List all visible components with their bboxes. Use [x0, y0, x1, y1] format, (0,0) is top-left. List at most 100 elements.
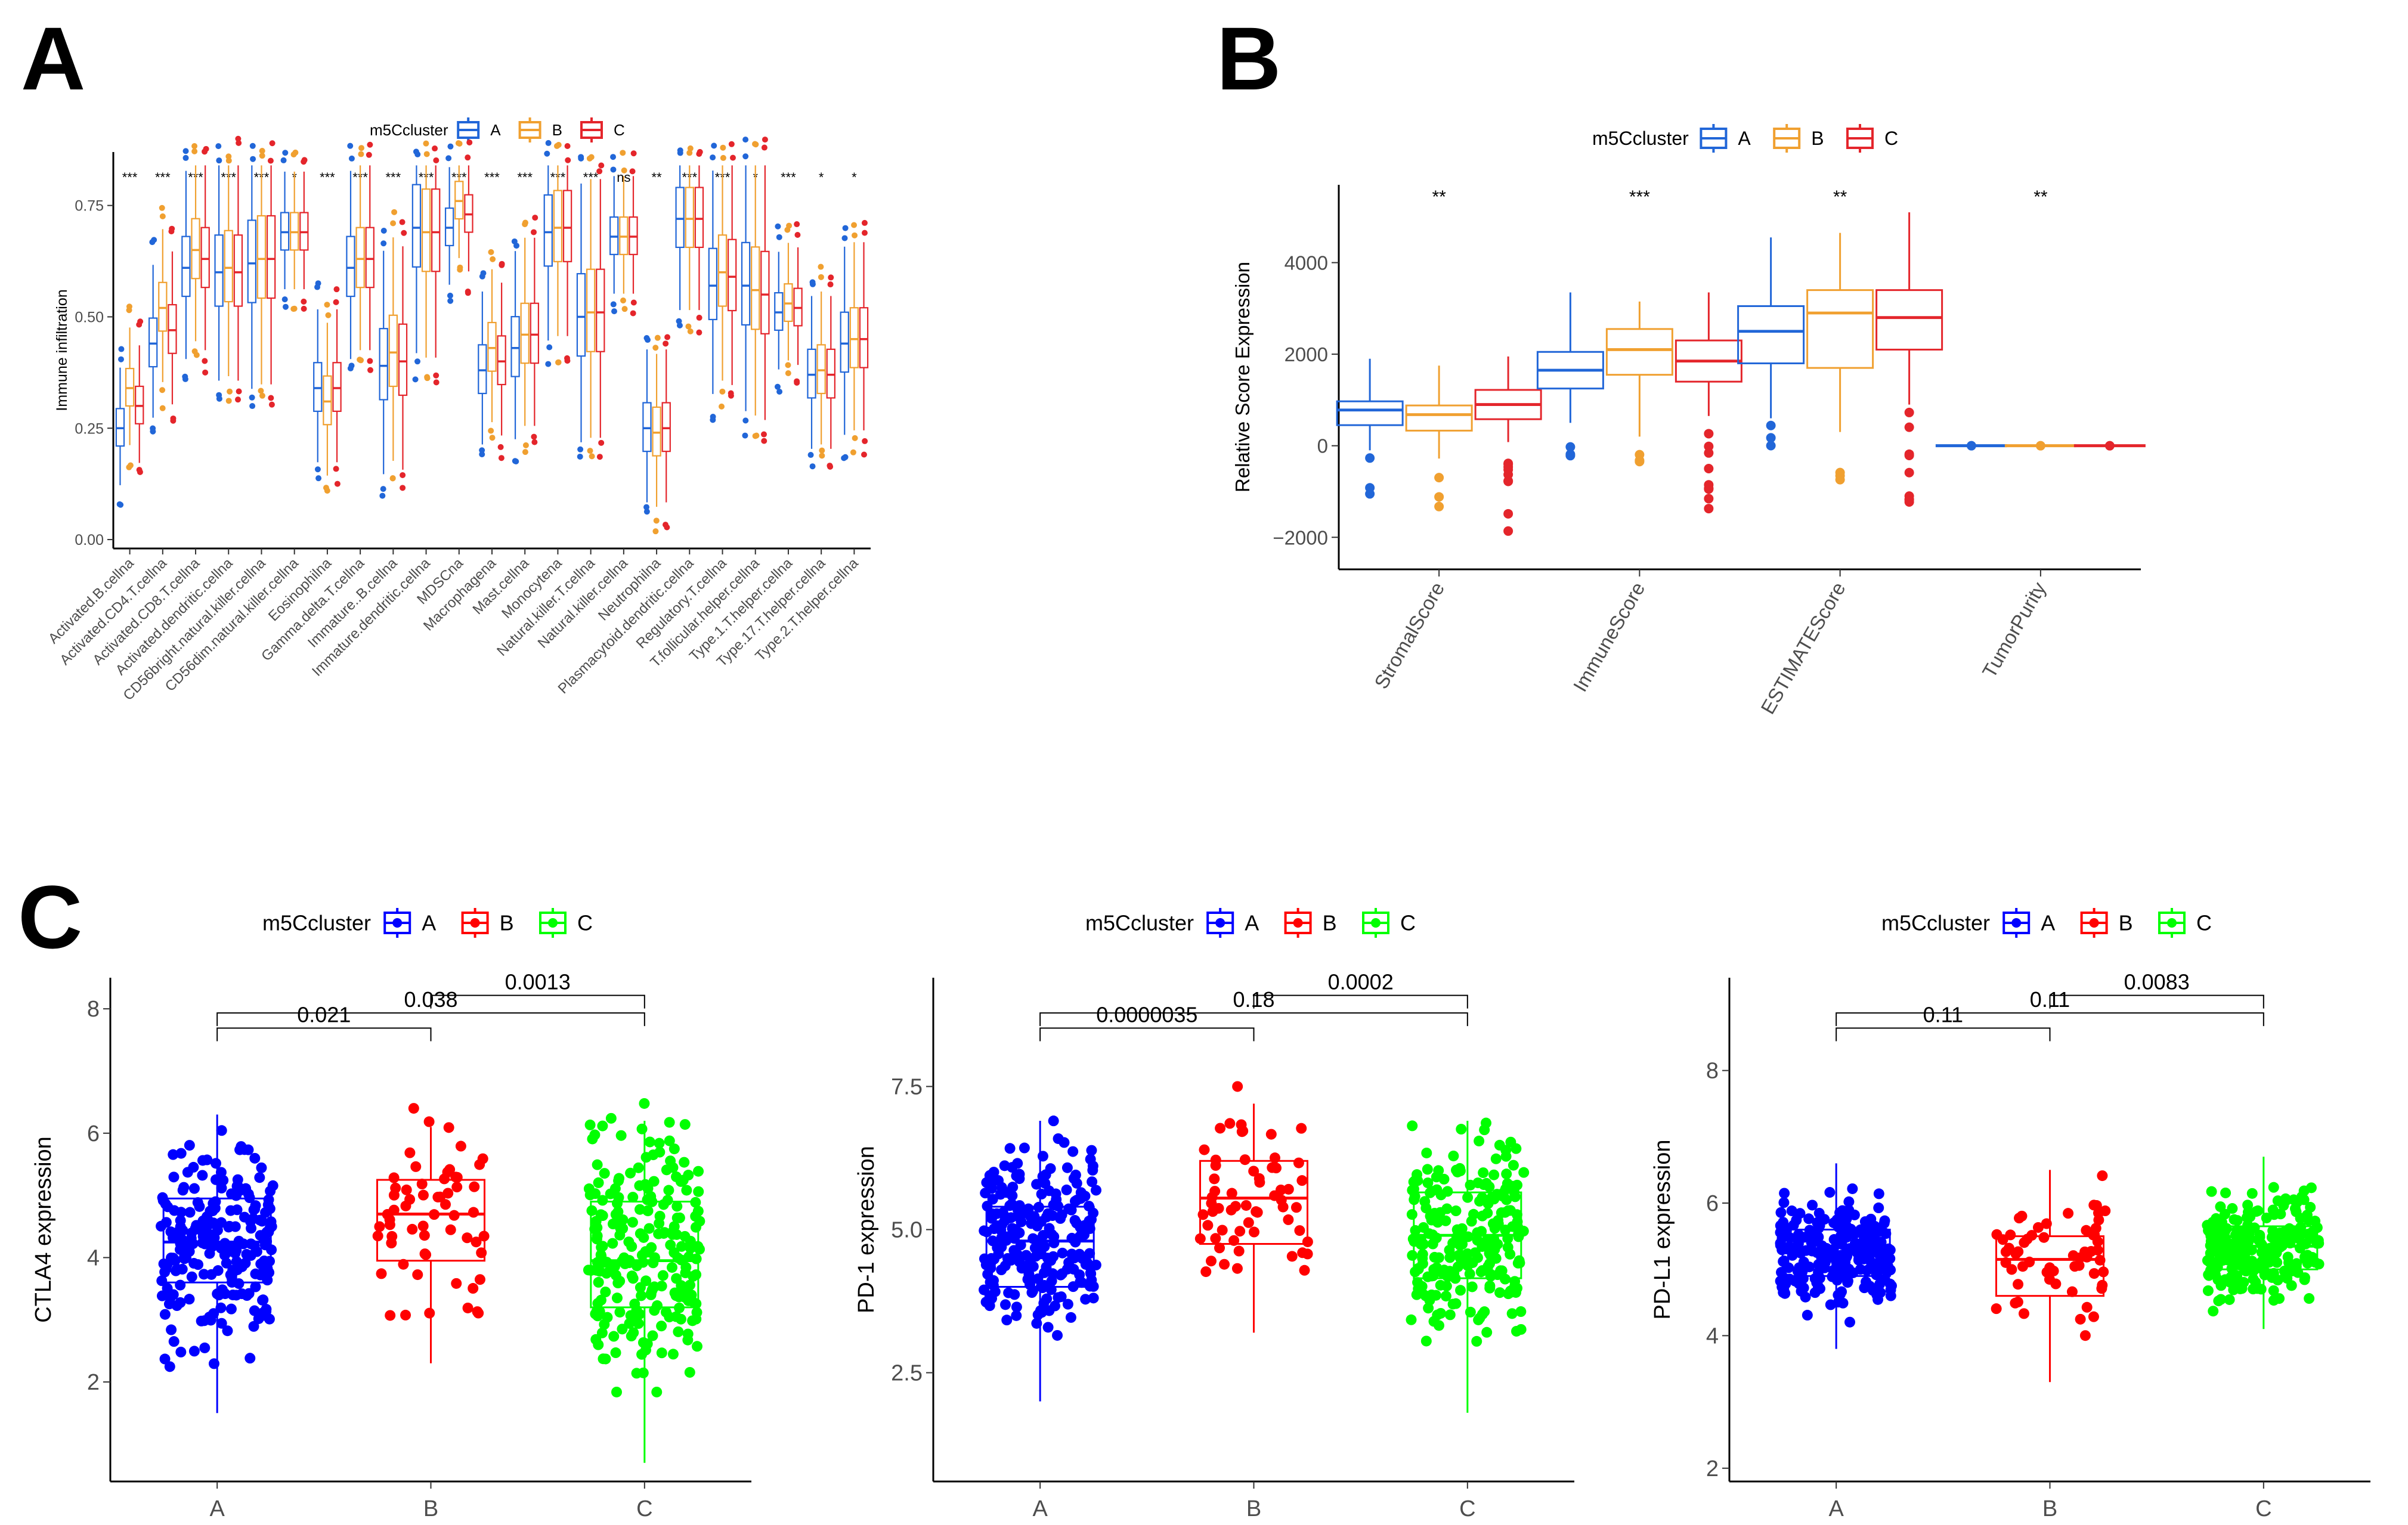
- data-point: [584, 1119, 596, 1130]
- data-point: [591, 1233, 602, 1245]
- data-point: [1070, 1169, 1081, 1180]
- data-point: [432, 1191, 444, 1202]
- box-B-box: [376, 1179, 485, 1262]
- outlier-point: [424, 374, 431, 380]
- x-tick-label: B: [2042, 1496, 2057, 1521]
- data-point: [1055, 1213, 1066, 1224]
- outlier-point: [564, 358, 571, 364]
- data-point: [247, 1213, 259, 1224]
- data-point: [166, 1324, 177, 1335]
- outlier-point: [1704, 448, 1714, 458]
- data-point: [1004, 1143, 1016, 1154]
- outlier-point: [589, 453, 595, 460]
- data-point: [1836, 1286, 1847, 1297]
- comparison-bracket: [1039, 1012, 1468, 1027]
- data-point: [1478, 1167, 1489, 1179]
- data-point: [1440, 1215, 1451, 1226]
- legend-label-C: C: [614, 121, 625, 139]
- y-tick-label: 0.25: [75, 420, 104, 437]
- outlier-point: [182, 148, 189, 154]
- data-point: [1000, 1299, 1011, 1310]
- data-point: [2252, 1205, 2264, 1216]
- y-tick-label: 4: [1706, 1323, 1719, 1349]
- data-point: [1508, 1160, 1519, 1171]
- data-point: [1450, 1298, 1462, 1309]
- legend-key-dot: [1215, 918, 1225, 928]
- outlier-point: [728, 390, 734, 396]
- data-point: [1086, 1145, 1097, 1156]
- data-point: [1042, 1322, 1054, 1333]
- outlier-point: [794, 379, 800, 386]
- outlier-point: [225, 157, 232, 164]
- box-B-box: [224, 230, 233, 303]
- significance-label: ***: [1629, 187, 1650, 207]
- y-tick-label: 4000: [1285, 252, 1328, 274]
- outlier-point: [149, 239, 156, 246]
- data-point: [639, 1098, 650, 1109]
- data-point: [2248, 1265, 2259, 1276]
- data-point: [1294, 1225, 1305, 1236]
- data-point: [675, 1313, 686, 1325]
- box-A-box: [1737, 305, 1805, 364]
- data-point: [1485, 1269, 1496, 1280]
- outlier-point: [281, 296, 288, 303]
- data-point: [206, 1269, 217, 1280]
- significance-label: ***: [386, 170, 401, 185]
- p-value-label: 0.0083: [2124, 970, 2190, 994]
- data-point: [2206, 1186, 2217, 1197]
- data-point: [1053, 1133, 1064, 1144]
- data-point: [643, 1223, 655, 1234]
- data-point: [472, 1306, 483, 1318]
- subplot-2: m5Ccluster A B C 2.5 5.0 7.5 PD-1 expression A B C…: [854, 908, 1574, 1521]
- outlier-point: [159, 204, 165, 211]
- outlier-point: [761, 431, 767, 438]
- y-tick-label: 7.5: [891, 1074, 923, 1099]
- comparison-bracket: [2049, 994, 2264, 1009]
- y-tick-label: 6: [1706, 1191, 1719, 1216]
- outlier-point: [687, 145, 694, 151]
- data-point: [1217, 1225, 1228, 1236]
- outlier-point: [807, 452, 814, 458]
- box-A-box: [346, 235, 355, 297]
- data-point: [593, 1177, 604, 1188]
- box-C-box: [760, 250, 770, 334]
- data-point: [2268, 1267, 2279, 1279]
- data-point: [1494, 1287, 1506, 1298]
- data-point: [2208, 1306, 2219, 1317]
- outlier-point: [555, 359, 562, 365]
- data-point: [376, 1268, 387, 1279]
- box-C-box: [562, 190, 572, 262]
- data-point: [1038, 1230, 1049, 1241]
- data-point: [424, 1307, 435, 1319]
- box-A-box: [214, 234, 224, 307]
- data-point: [1080, 1259, 1091, 1270]
- outlier-point: [861, 451, 867, 458]
- y-tick-label: −2000: [1273, 526, 1328, 548]
- outlier-point: [513, 458, 519, 465]
- data-point: [1417, 1248, 1428, 1260]
- data-point: [985, 1293, 996, 1304]
- significance-label: **: [1432, 187, 1446, 207]
- data-point: [249, 1305, 260, 1316]
- legend-label-A: A: [422, 911, 436, 935]
- data-point: [2097, 1170, 2108, 1182]
- outlier-point: [301, 305, 307, 312]
- data-point: [1481, 1326, 1493, 1338]
- outlier-point: [2104, 441, 2115, 451]
- data-point: [175, 1346, 187, 1357]
- data-point: [1779, 1188, 1790, 1199]
- outlier-point: [236, 388, 242, 395]
- data-point: [1078, 1229, 1089, 1240]
- data-point: [609, 1261, 620, 1272]
- outlier-point: [841, 235, 848, 241]
- outlier-point: [785, 370, 791, 376]
- outlier-point: [544, 150, 550, 157]
- data-point: [1076, 1277, 1087, 1288]
- outlier-point: [710, 154, 716, 161]
- data-point: [1214, 1242, 1225, 1254]
- outlier-point: [598, 162, 605, 169]
- data-point: [1029, 1242, 1041, 1254]
- box-A-box: [510, 316, 520, 377]
- data-point: [236, 1288, 247, 1300]
- outlier-point: [269, 140, 276, 147]
